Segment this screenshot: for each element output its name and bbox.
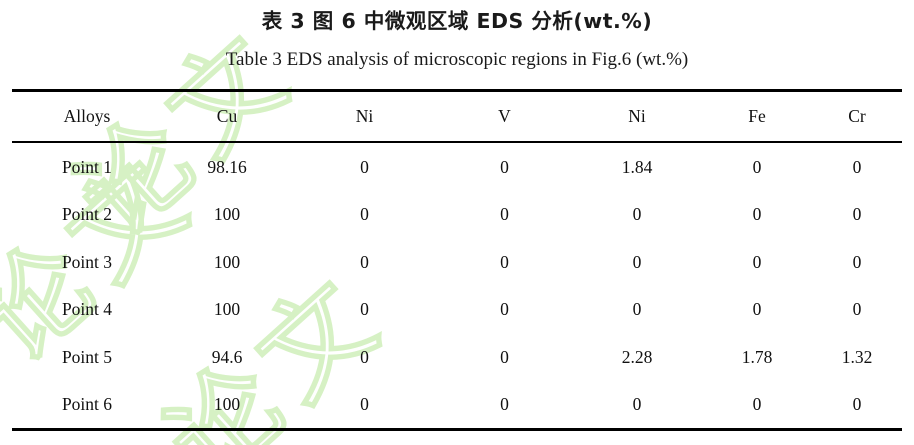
cell-ni-1: 0 — [360, 299, 369, 320]
cell-cr: 0 — [852, 251, 862, 272]
cell-fe: 0 — [752, 156, 762, 177]
eds-analysis-table-body: Point 1 98.16 0 0 1.84 0 0 Point 2 100 0… — [12, 143, 902, 428]
table-row: Point 6 100 0 0 0 0 0 — [12, 381, 902, 429]
table-top-rule — [12, 89, 902, 93]
cell-cu: 94.6 — [211, 346, 243, 367]
eds-analysis-table: Alloys Cu Ni V Ni Fe Cr — [12, 92, 902, 141]
cell-fe: 0 — [752, 204, 762, 225]
cell-ni-1: 0 — [360, 394, 369, 415]
table-row: Point 4 100 0 0 0 0 0 — [12, 286, 902, 334]
cell-alloy: Point 6 — [61, 394, 113, 415]
cell-ni-2: 0 — [632, 394, 642, 415]
cell-v: 0 — [500, 156, 509, 177]
cell-alloy: Point 4 — [61, 299, 113, 320]
column-header-fe: Fe — [748, 106, 766, 127]
column-header-ni-2: Ni — [628, 106, 646, 127]
table-caption-english: Table 3 EDS analysis of microscopic regi… — [225, 48, 689, 70]
table-header: Alloys Cu Ni V Ni Fe Cr — [12, 92, 902, 141]
column-header-cu: Cu — [216, 106, 238, 127]
cell-v: 0 — [500, 204, 509, 225]
cell-v: 0 — [500, 299, 509, 320]
document-content: 表 3 图 6 中微观区域 EDS 分析(wt.%) Table 3 EDS a… — [12, 9, 902, 432]
cell-ni-2: 2.28 — [621, 346, 653, 367]
cell-cr: 0 — [852, 156, 862, 177]
table-row: Point 2 100 0 0 0 0 0 — [12, 191, 902, 239]
cell-cu: 100 — [213, 394, 241, 415]
table-header-rule — [12, 141, 902, 144]
table-bottom-rule — [12, 428, 902, 432]
cell-cu: 100 — [213, 299, 241, 320]
cell-v: 0 — [500, 346, 509, 367]
cell-cr: 0 — [852, 394, 862, 415]
cell-ni-2: 0 — [632, 299, 642, 320]
cell-alloy: Point 5 — [61, 346, 113, 367]
cell-cu: 100 — [213, 204, 241, 225]
cell-ni-1: 0 — [360, 204, 369, 225]
column-header-cr: Cr — [848, 106, 866, 127]
cell-cu: 100 — [213, 251, 241, 272]
cell-fe: 0 — [752, 251, 762, 272]
cell-fe: 0 — [752, 299, 762, 320]
table-header-row: Alloys Cu Ni V Ni Fe Cr — [12, 92, 902, 141]
cell-alloy: Point 3 — [61, 251, 113, 272]
cell-alloy: Point 1 — [61, 156, 113, 177]
cell-cu: 98.16 — [207, 156, 247, 177]
cell-v: 0 — [500, 394, 509, 415]
cell-ni-1: 0 — [360, 346, 369, 367]
table-caption-chinese: 表 3 图 6 中微观区域 EDS 分析(wt.%) — [261, 9, 653, 33]
cell-cr: 1.32 — [841, 346, 873, 367]
cell-cr: 0 — [852, 299, 862, 320]
cell-ni-1: 0 — [360, 156, 369, 177]
table-row: Point 5 94.6 0 0 2.28 1.78 1.32 — [12, 333, 902, 381]
cell-v: 0 — [500, 251, 509, 272]
cell-ni-1: 0 — [360, 251, 369, 272]
table-row: Point 1 98.16 0 0 1.84 0 0 — [12, 143, 902, 191]
column-header-v: V — [498, 106, 511, 127]
cell-cr: 0 — [852, 204, 862, 225]
cell-ni-2: 0 — [632, 251, 642, 272]
cell-ni-2: 0 — [632, 204, 642, 225]
cell-ni-2: 1.84 — [621, 156, 653, 177]
table-row: Point 3 100 0 0 0 0 0 — [12, 238, 902, 286]
table-body: Point 1 98.16 0 0 1.84 0 0 Point 2 100 0… — [12, 143, 902, 428]
cell-fe: 1.78 — [741, 346, 773, 367]
column-header-ni-1: Ni — [355, 106, 374, 127]
cell-alloy: Point 2 — [61, 204, 113, 225]
column-header-alloys: Alloys — [63, 106, 111, 127]
cell-fe: 0 — [752, 394, 762, 415]
